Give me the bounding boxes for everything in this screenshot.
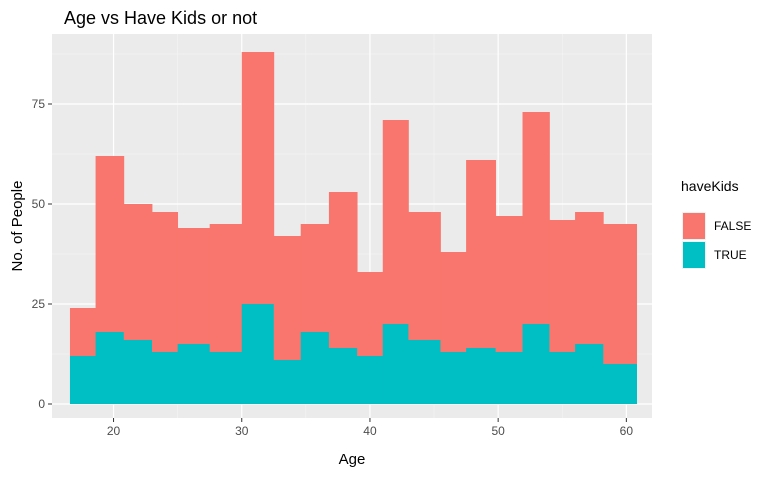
bar-false-15	[466, 160, 496, 348]
bar-true-1	[69, 356, 96, 404]
bar-true-19	[575, 344, 604, 404]
bar-true-12	[382, 324, 409, 404]
x-tick-label: 60	[620, 424, 634, 438]
x-tick-label: 30	[235, 424, 249, 438]
bar-true-14	[440, 352, 467, 404]
x-tick-label: 40	[363, 424, 377, 438]
bar-true-3	[123, 340, 153, 404]
histogram-bars	[69, 52, 638, 404]
bar-false-9	[300, 224, 330, 332]
bar-false-18	[549, 220, 576, 352]
y-tick-label: 75	[32, 97, 46, 111]
bar-true-4	[152, 352, 179, 404]
bar-false-13	[408, 212, 441, 340]
bar-false-19	[575, 212, 604, 344]
legend-swatch-true	[683, 242, 705, 268]
bar-false-10	[328, 192, 358, 348]
bar-true-11	[357, 356, 384, 404]
bar-true-7	[241, 304, 275, 404]
bar-false-5	[177, 228, 211, 344]
bar-false-2	[95, 156, 125, 332]
legend-label-false: FALSE	[714, 219, 751, 233]
bar-true-15	[466, 348, 496, 404]
bar-false-8	[273, 236, 302, 360]
x-axis-title: Age	[339, 451, 366, 468]
y-tick-label: 25	[32, 297, 46, 311]
y-axis-title: No. of People	[9, 181, 26, 272]
bar-false-4	[152, 212, 179, 352]
bar-true-6	[209, 352, 243, 404]
bar-false-1	[69, 308, 96, 356]
y-tick-label: 50	[32, 197, 46, 211]
legend-label-true: TRUE	[714, 248, 747, 262]
bar-true-9	[300, 332, 330, 404]
bar-true-10	[328, 348, 358, 404]
bar-true-18	[549, 352, 576, 404]
x-axis-ticks: 20 30 40 50 60	[107, 418, 633, 438]
bar-false-6	[209, 224, 243, 352]
bar-false-3	[123, 204, 153, 340]
legend-swatch-false	[683, 213, 705, 239]
bar-true-5	[177, 344, 211, 404]
bar-false-20	[603, 224, 638, 364]
bar-false-11	[357, 272, 384, 356]
bar-false-14	[440, 252, 467, 352]
x-tick-label: 20	[107, 424, 121, 438]
bar-false-12	[382, 120, 409, 324]
bar-true-2	[95, 332, 125, 404]
legend-title: haveKids	[681, 178, 739, 194]
chart-title: Age vs Have Kids or not	[64, 8, 257, 28]
bar-true-17	[522, 324, 550, 404]
bar-true-16	[495, 352, 523, 404]
bar-false-7	[241, 52, 275, 304]
bar-false-17	[522, 112, 550, 324]
y-axis-ticks: 0 25 50 75	[32, 97, 52, 411]
bar-true-13	[408, 340, 441, 404]
y-tick-label: 0	[38, 397, 45, 411]
legend: haveKids FALSE TRUE	[681, 178, 751, 269]
bar-true-8	[273, 360, 302, 404]
bar-false-16	[495, 216, 523, 352]
x-tick-label: 50	[491, 424, 505, 438]
bar-true-20	[603, 364, 638, 404]
